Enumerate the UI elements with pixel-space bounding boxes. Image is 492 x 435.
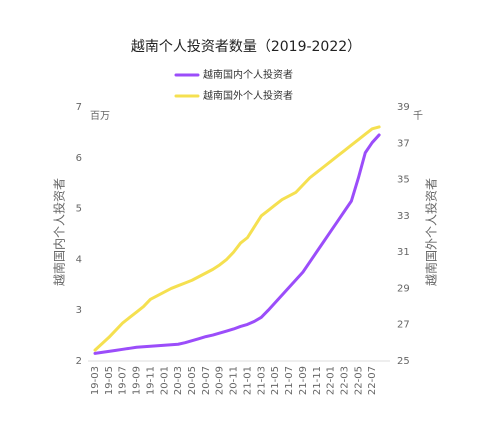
x-tick-label: 19-09 [132, 366, 143, 395]
y-tick-label: 3 [76, 305, 82, 316]
legend-label: 越南国外个人投资者 [203, 89, 293, 102]
y2-tick-label: 39 [397, 102, 410, 113]
y-tick-label: 7 [76, 102, 82, 113]
x-tick-label: 22-01 [326, 366, 337, 395]
y-unit: 百万 [90, 110, 110, 122]
x-tick-label: 20-03 [173, 366, 184, 395]
y-tick-label: 2 [76, 356, 82, 367]
x-tick-label: 21-11 [312, 366, 323, 395]
x-tick-label: 20-05 [187, 366, 198, 395]
y2-unit: 千 [413, 110, 423, 122]
x-tick-label: 22-05 [353, 366, 364, 395]
line-series [93, 125, 381, 352]
y-tick-label: 6 [76, 153, 82, 164]
x-tick-label: 21-05 [270, 366, 281, 395]
y-axis-label: 越南国内个人投资者 [52, 178, 67, 286]
x-tick-label: 21-03 [256, 366, 267, 395]
x-tick-label: 19-07 [118, 366, 129, 395]
x-tick-label: 19-05 [104, 366, 115, 395]
x-tick-label: 19-03 [90, 366, 101, 395]
y2-tick-label: 37 [397, 138, 410, 149]
x-tick-label: 20-11 [229, 366, 240, 395]
y2-tick-label: 35 [397, 175, 410, 186]
x-tick-label: 21-09 [298, 366, 309, 395]
line-series [93, 133, 381, 355]
x-tick-label: 19-11 [145, 366, 156, 395]
x-tick-label: 21-01 [242, 366, 253, 395]
chart-title: 越南个人投资者数量（2019-2022） [131, 39, 361, 55]
y2-tick-label: 33 [397, 211, 410, 222]
y2-tick-label: 31 [397, 247, 410, 258]
y-tick-label: 5 [76, 204, 82, 215]
y2-tick-label: 25 [397, 356, 410, 367]
x-tick-label: 22-07 [367, 366, 378, 395]
x-tick-label: 21-07 [284, 366, 295, 395]
x-tick-label: 20-01 [159, 366, 170, 395]
y2-tick-label: 27 [397, 320, 410, 331]
y2-axis-label: 越南国外个人投资者 [424, 178, 439, 286]
legend-label: 越南国内个人投资者 [203, 68, 293, 81]
y2-tick-label: 29 [397, 283, 410, 294]
x-tick-label: 20-09 [215, 366, 226, 395]
x-tick-label: 22-03 [339, 366, 350, 395]
x-tick-label: 20-07 [201, 366, 212, 395]
y-tick-label: 4 [76, 254, 82, 265]
